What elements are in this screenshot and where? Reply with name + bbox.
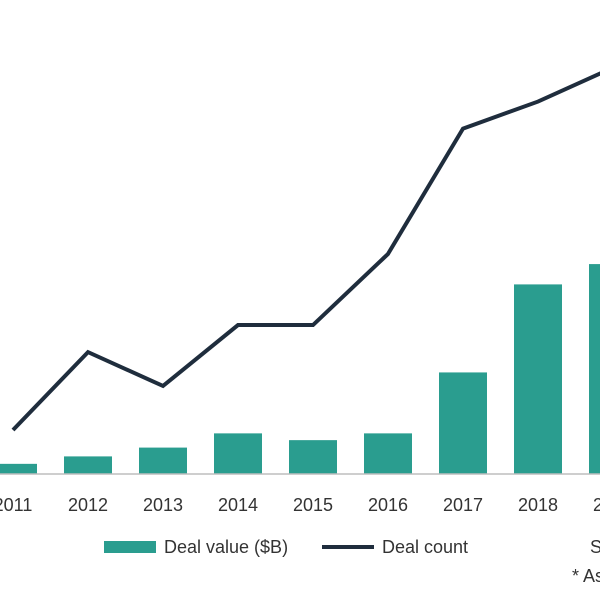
legend-bar-label: Deal value ($B) [164, 536, 289, 557]
x-tick-label: 2011 [0, 495, 32, 515]
bar-2015 [289, 440, 337, 474]
x-tick-label: 2012 [68, 495, 108, 515]
bar-2017 [439, 372, 487, 474]
bar-series [0, 264, 600, 474]
x-tick-label: 2014 [218, 495, 258, 515]
legend-item-deal-value: Deal value ($B) [104, 535, 288, 559]
line-series [11, 71, 600, 432]
x-tick-label: 2013 [143, 495, 183, 515]
bar-2016 [364, 433, 412, 474]
legend-line-label: Deal count [382, 536, 469, 557]
legend-line-swatch [322, 545, 374, 549]
bar-2011 [0, 463, 37, 474]
x-tick-label: 2019 [593, 495, 600, 515]
x-tick-label: 2018 [518, 495, 558, 515]
footnote-source: S [590, 537, 600, 557]
legend-bar-swatch [104, 541, 156, 553]
bar-2014 [214, 433, 262, 474]
x-tick-labels: 2011 2012 2013 2014 2015 2016 2017 2018 2019 [0, 495, 600, 515]
x-tick-label: 2017 [443, 495, 483, 515]
bar-2012 [64, 456, 112, 474]
x-tick-label: 2015 [293, 495, 333, 515]
deal-count-line [11, 71, 600, 432]
bar-2018 [514, 284, 562, 474]
bar-2013 [139, 447, 187, 474]
x-tick-label: 2016 [368, 495, 408, 515]
bar-2019 [589, 264, 600, 474]
legend-item-deal-count: Deal count [322, 535, 468, 559]
footnote-asterisk: * As [572, 566, 600, 586]
